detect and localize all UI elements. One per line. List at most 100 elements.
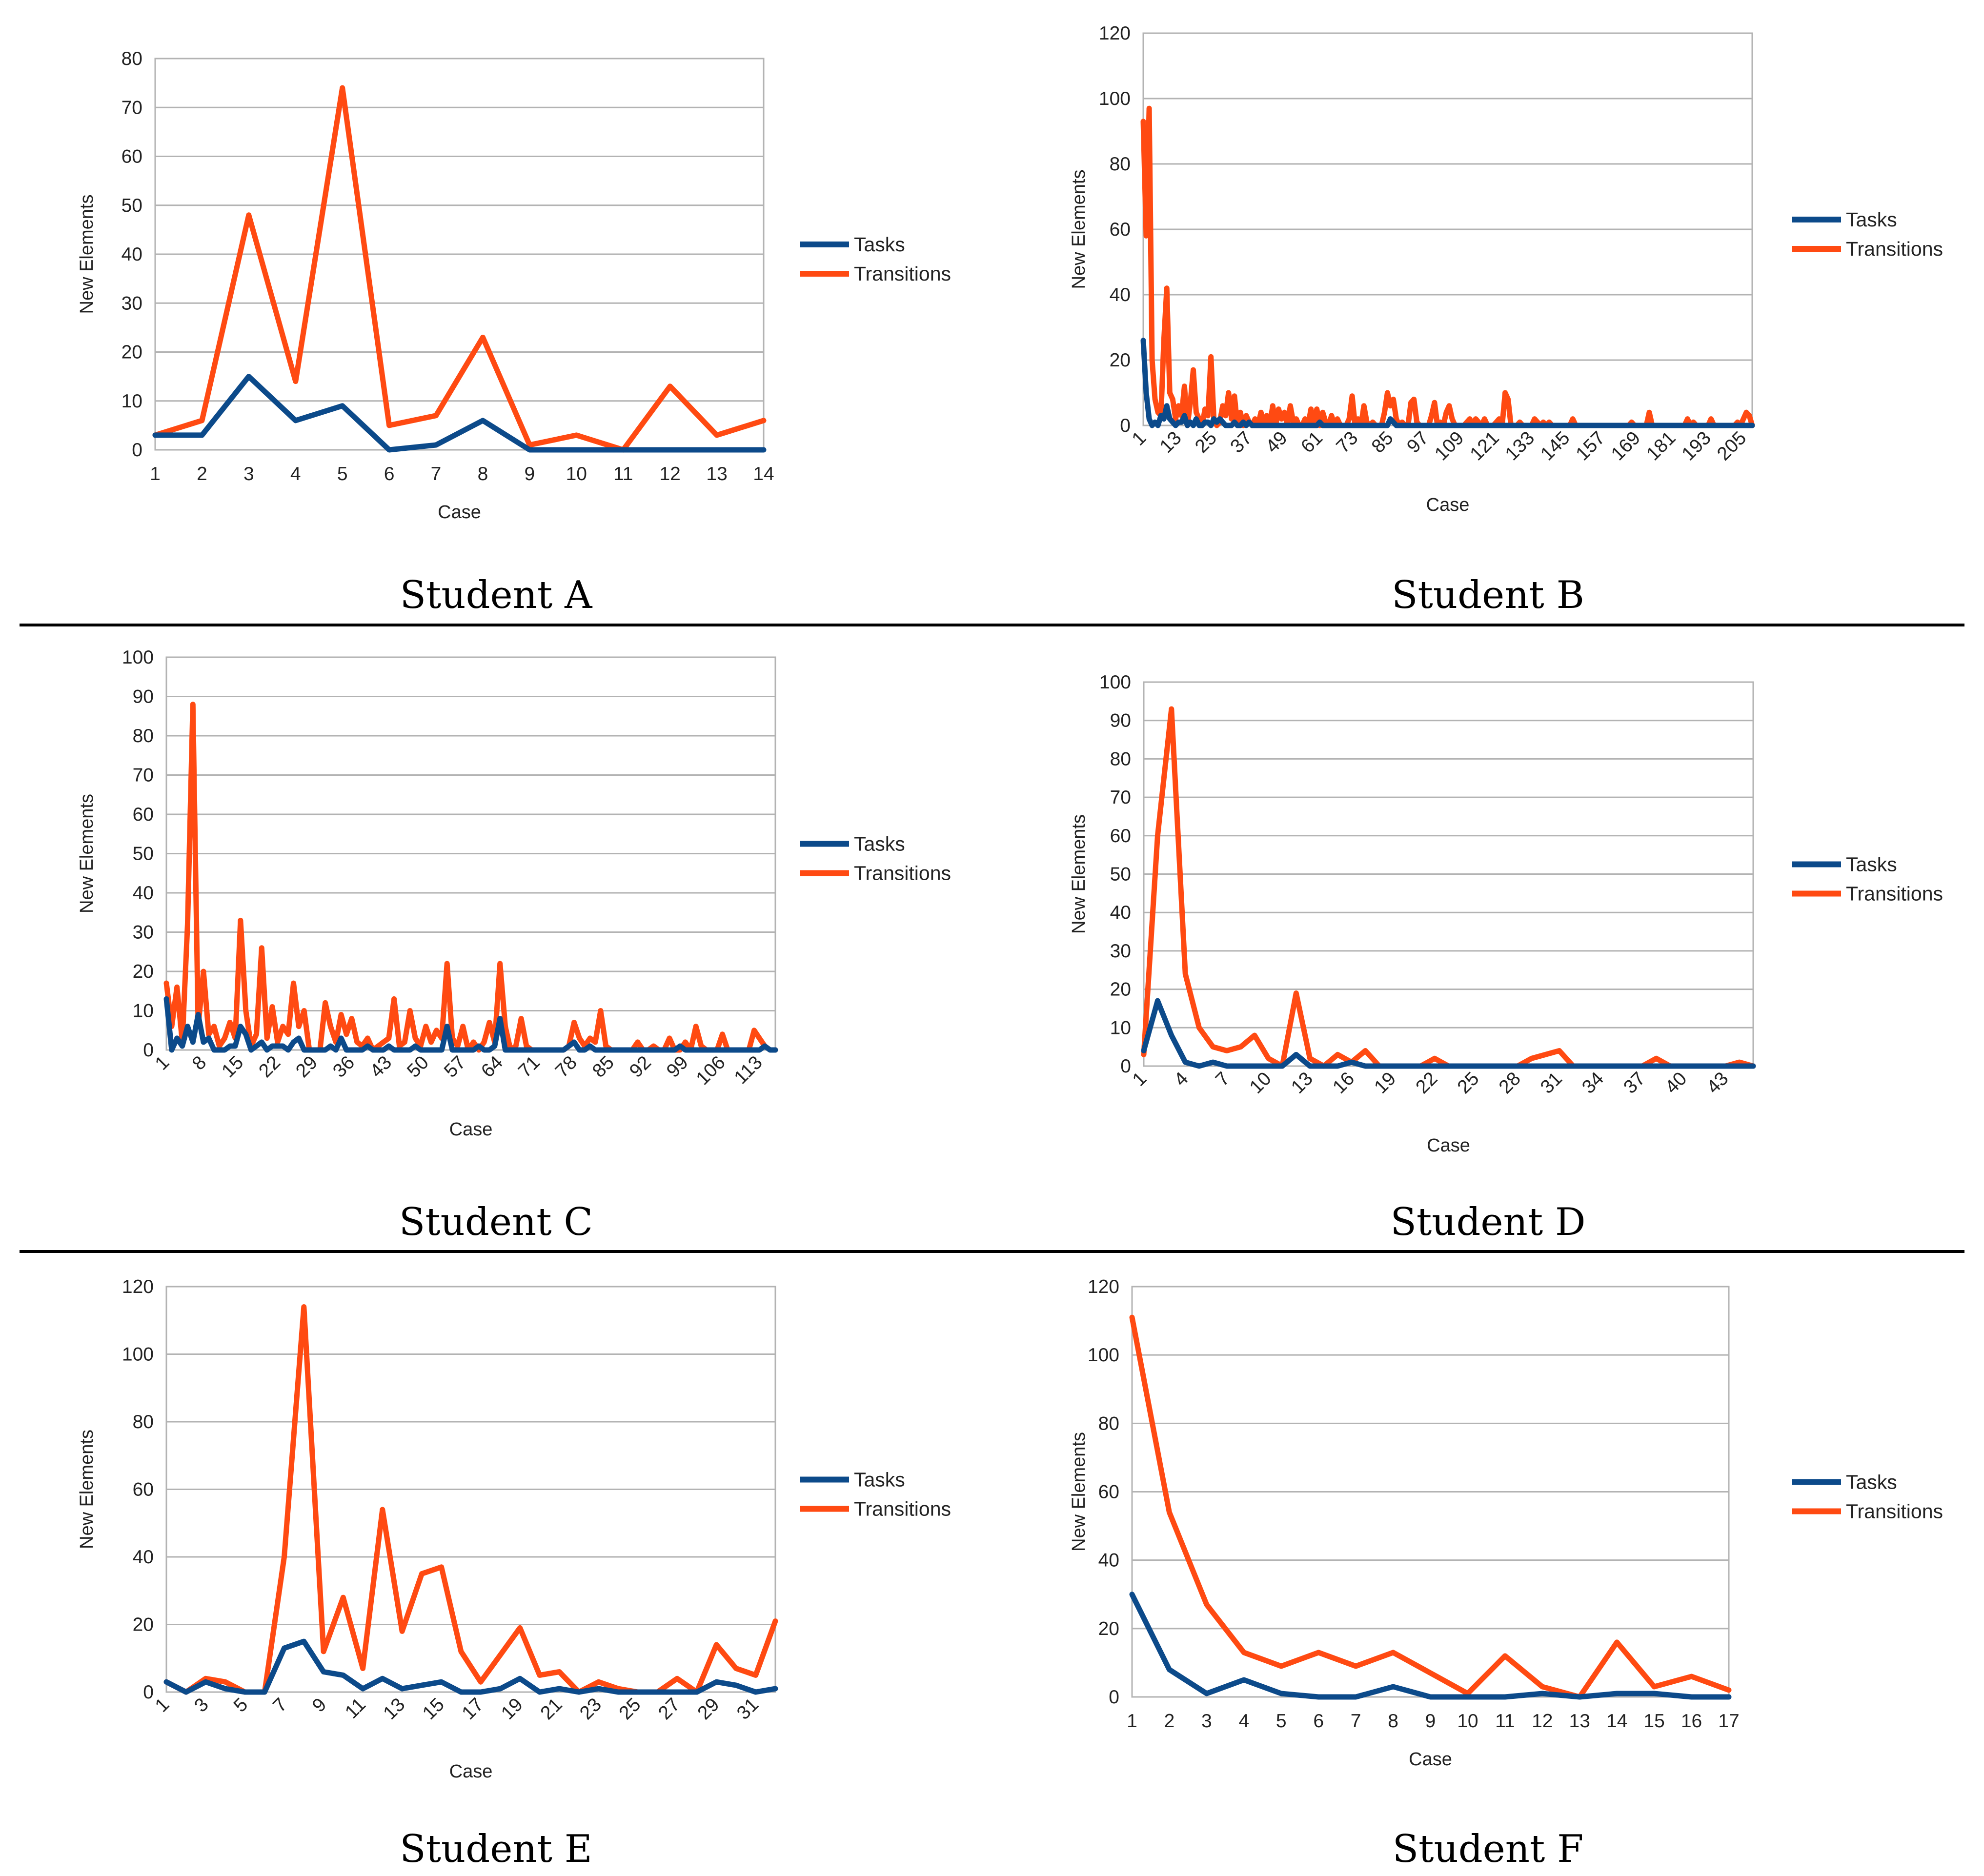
y-tick-label: 80 bbox=[121, 48, 142, 69]
y-tick-label: 100 bbox=[1099, 88, 1131, 109]
x-tick-label: 71 bbox=[514, 1052, 544, 1082]
x-tick-label: 22 bbox=[255, 1052, 284, 1082]
x-tick-label: 31 bbox=[1537, 1068, 1566, 1098]
x-tick-label: 6 bbox=[1313, 1711, 1324, 1732]
y-tick-label: 80 bbox=[1110, 748, 1131, 769]
panel-student-f: 0 20 40 60 80 100 120 1 2 3 4 5 6 7 8 9 10 11 12 13 14 15 16 17… bbox=[992, 1254, 1984, 1876]
x-tick-label: 15 bbox=[419, 1694, 448, 1724]
x-tick-label: 8 bbox=[188, 1052, 211, 1074]
y-tick-label: 10 bbox=[1110, 1017, 1131, 1038]
x-tick-label: 19 bbox=[497, 1694, 527, 1724]
x-tick-label: 3 bbox=[1201, 1711, 1212, 1732]
caption-student-d: Student D bbox=[1390, 1200, 1586, 1244]
x-axis-title: Case bbox=[1409, 1749, 1452, 1770]
x-tick-label: 7 bbox=[1351, 1711, 1361, 1732]
y-tick-label: 40 bbox=[1098, 1550, 1119, 1571]
x-tick-label: 1 bbox=[1127, 1711, 1137, 1732]
y-axis-title: New Elements bbox=[77, 195, 97, 314]
x-tick-label: 25 bbox=[1454, 1068, 1483, 1098]
x-tick-label: 3 bbox=[190, 1694, 213, 1716]
x-tick-label: 85 bbox=[1368, 427, 1397, 457]
y-tick-label: 120 bbox=[1088, 1276, 1119, 1297]
legend-label-transitions: Transitions bbox=[854, 1498, 951, 1520]
x-tick-label: 43 bbox=[366, 1052, 396, 1082]
x-tick-label: 169 bbox=[1607, 427, 1644, 464]
x-tick-label: 145 bbox=[1537, 427, 1574, 464]
y-axis-title: New Elements bbox=[1069, 814, 1089, 934]
caption-student-c: Student C bbox=[399, 1200, 593, 1244]
y-tick-label: 40 bbox=[1110, 284, 1131, 305]
y-tick-label: 60 bbox=[133, 804, 154, 825]
legend-label-tasks: Tasks bbox=[1846, 208, 1897, 231]
y-tick-label: 20 bbox=[1110, 350, 1131, 371]
legend-label-transitions: Transitions bbox=[854, 262, 951, 285]
y-tick-label: 20 bbox=[133, 1614, 154, 1635]
x-tick-label: 99 bbox=[663, 1052, 692, 1082]
x-tick-label: 25 bbox=[615, 1694, 645, 1724]
x-tick-label: 40 bbox=[1661, 1068, 1691, 1098]
y-tick-label: 40 bbox=[133, 1547, 154, 1568]
y-tick-label: 60 bbox=[1110, 219, 1131, 240]
legend-label-transitions: Transitions bbox=[1846, 883, 1943, 905]
y-tick-label: 100 bbox=[122, 1344, 154, 1365]
x-tick-label: 34 bbox=[1578, 1068, 1608, 1098]
x-tick-label: 9 bbox=[525, 464, 535, 484]
y-tick-label: 60 bbox=[121, 146, 142, 167]
x-tick-label: 121 bbox=[1466, 427, 1503, 464]
legend-label-transitions: Transitions bbox=[1846, 1500, 1943, 1523]
y-axis-title: New Elements bbox=[1069, 170, 1089, 289]
x-tick-label: 205 bbox=[1713, 427, 1750, 464]
x-tick-label: 9 bbox=[308, 1694, 331, 1716]
x-tick-label: 11 bbox=[1495, 1711, 1515, 1732]
y-tick-label: 0 bbox=[1120, 415, 1131, 436]
y-tick-label: 20 bbox=[121, 342, 142, 363]
series-line-tasks bbox=[163, 1638, 778, 1695]
y-tick-label: 20 bbox=[1110, 979, 1131, 1000]
x-tick-label: 16 bbox=[1329, 1068, 1358, 1098]
x-tick-label: 4 bbox=[1170, 1068, 1193, 1090]
x-tick-label: 4 bbox=[1238, 1711, 1249, 1732]
x-tick-label: 49 bbox=[1262, 427, 1292, 457]
x-tick-label: 15 bbox=[218, 1052, 247, 1082]
x-tick-label: 11 bbox=[341, 1694, 370, 1723]
x-tick-label: 13 bbox=[379, 1694, 409, 1724]
plot-area bbox=[154, 58, 765, 451]
series-line-tasks bbox=[152, 374, 767, 453]
x-tick-label: 2 bbox=[1164, 1711, 1175, 1732]
x-tick-label: 28 bbox=[1495, 1068, 1525, 1098]
x-tick-label: 19 bbox=[1370, 1068, 1400, 1098]
x-tick-label: 12 bbox=[1532, 1711, 1553, 1732]
x-tick-label: 5 bbox=[230, 1694, 252, 1716]
caption-student-a: Student A bbox=[400, 573, 592, 617]
x-axis-title: Case bbox=[449, 1119, 493, 1140]
y-tick-label: 90 bbox=[133, 686, 154, 707]
legend-label-tasks: Tasks bbox=[854, 833, 905, 855]
x-axis-title: Case bbox=[1426, 495, 1470, 515]
x-tick-label: 14 bbox=[753, 464, 774, 484]
panel-student-e: 0 20 40 60 80 100 120 1 3 5 7 9 11 13 15 17 19 21 23 25 27 29… bbox=[0, 1254, 992, 1876]
x-tick-label: 9 bbox=[1425, 1711, 1436, 1732]
panel-student-a: 0 10 20 30 40 50 60 70 80 1 2 3 4 5 6 7 8 9 10 11 12 13 14 Case… bbox=[0, 0, 992, 622]
x-axis-title: Case bbox=[1427, 1135, 1470, 1156]
panel-student-b: 0 20 40 60 80 100 120 1 13 25 37 49 61 73 85 97 109 121 13… bbox=[992, 0, 1984, 622]
x-tick-label: 25 bbox=[1191, 427, 1221, 457]
x-tick-label: 7 bbox=[1212, 1068, 1234, 1090]
y-tick-label: 30 bbox=[1110, 941, 1131, 962]
x-tick-label: 92 bbox=[626, 1052, 655, 1082]
y-tick-label: 50 bbox=[133, 844, 154, 865]
y-tick-label: 80 bbox=[1098, 1413, 1119, 1434]
x-tick-label: 13 bbox=[706, 464, 727, 484]
x-tick-label: 36 bbox=[329, 1052, 359, 1082]
x-tick-label: 10 bbox=[566, 464, 587, 484]
series-line-transitions bbox=[163, 1304, 778, 1695]
series-line-tasks bbox=[163, 996, 778, 1053]
caption-student-f: Student F bbox=[1392, 1827, 1584, 1871]
x-tick-label: 1 bbox=[150, 464, 161, 484]
y-tick-label: 60 bbox=[1098, 1482, 1119, 1503]
y-tick-label: 20 bbox=[133, 961, 154, 982]
x-tick-label: 1 bbox=[151, 1694, 174, 1716]
x-tick-label: 109 bbox=[1431, 427, 1468, 464]
chart-student-d: 0 10 20 30 40 50 60 70 80 90 100 1 4 7 10 13 16 19 22 25 28 3… bbox=[1069, 672, 1943, 1156]
